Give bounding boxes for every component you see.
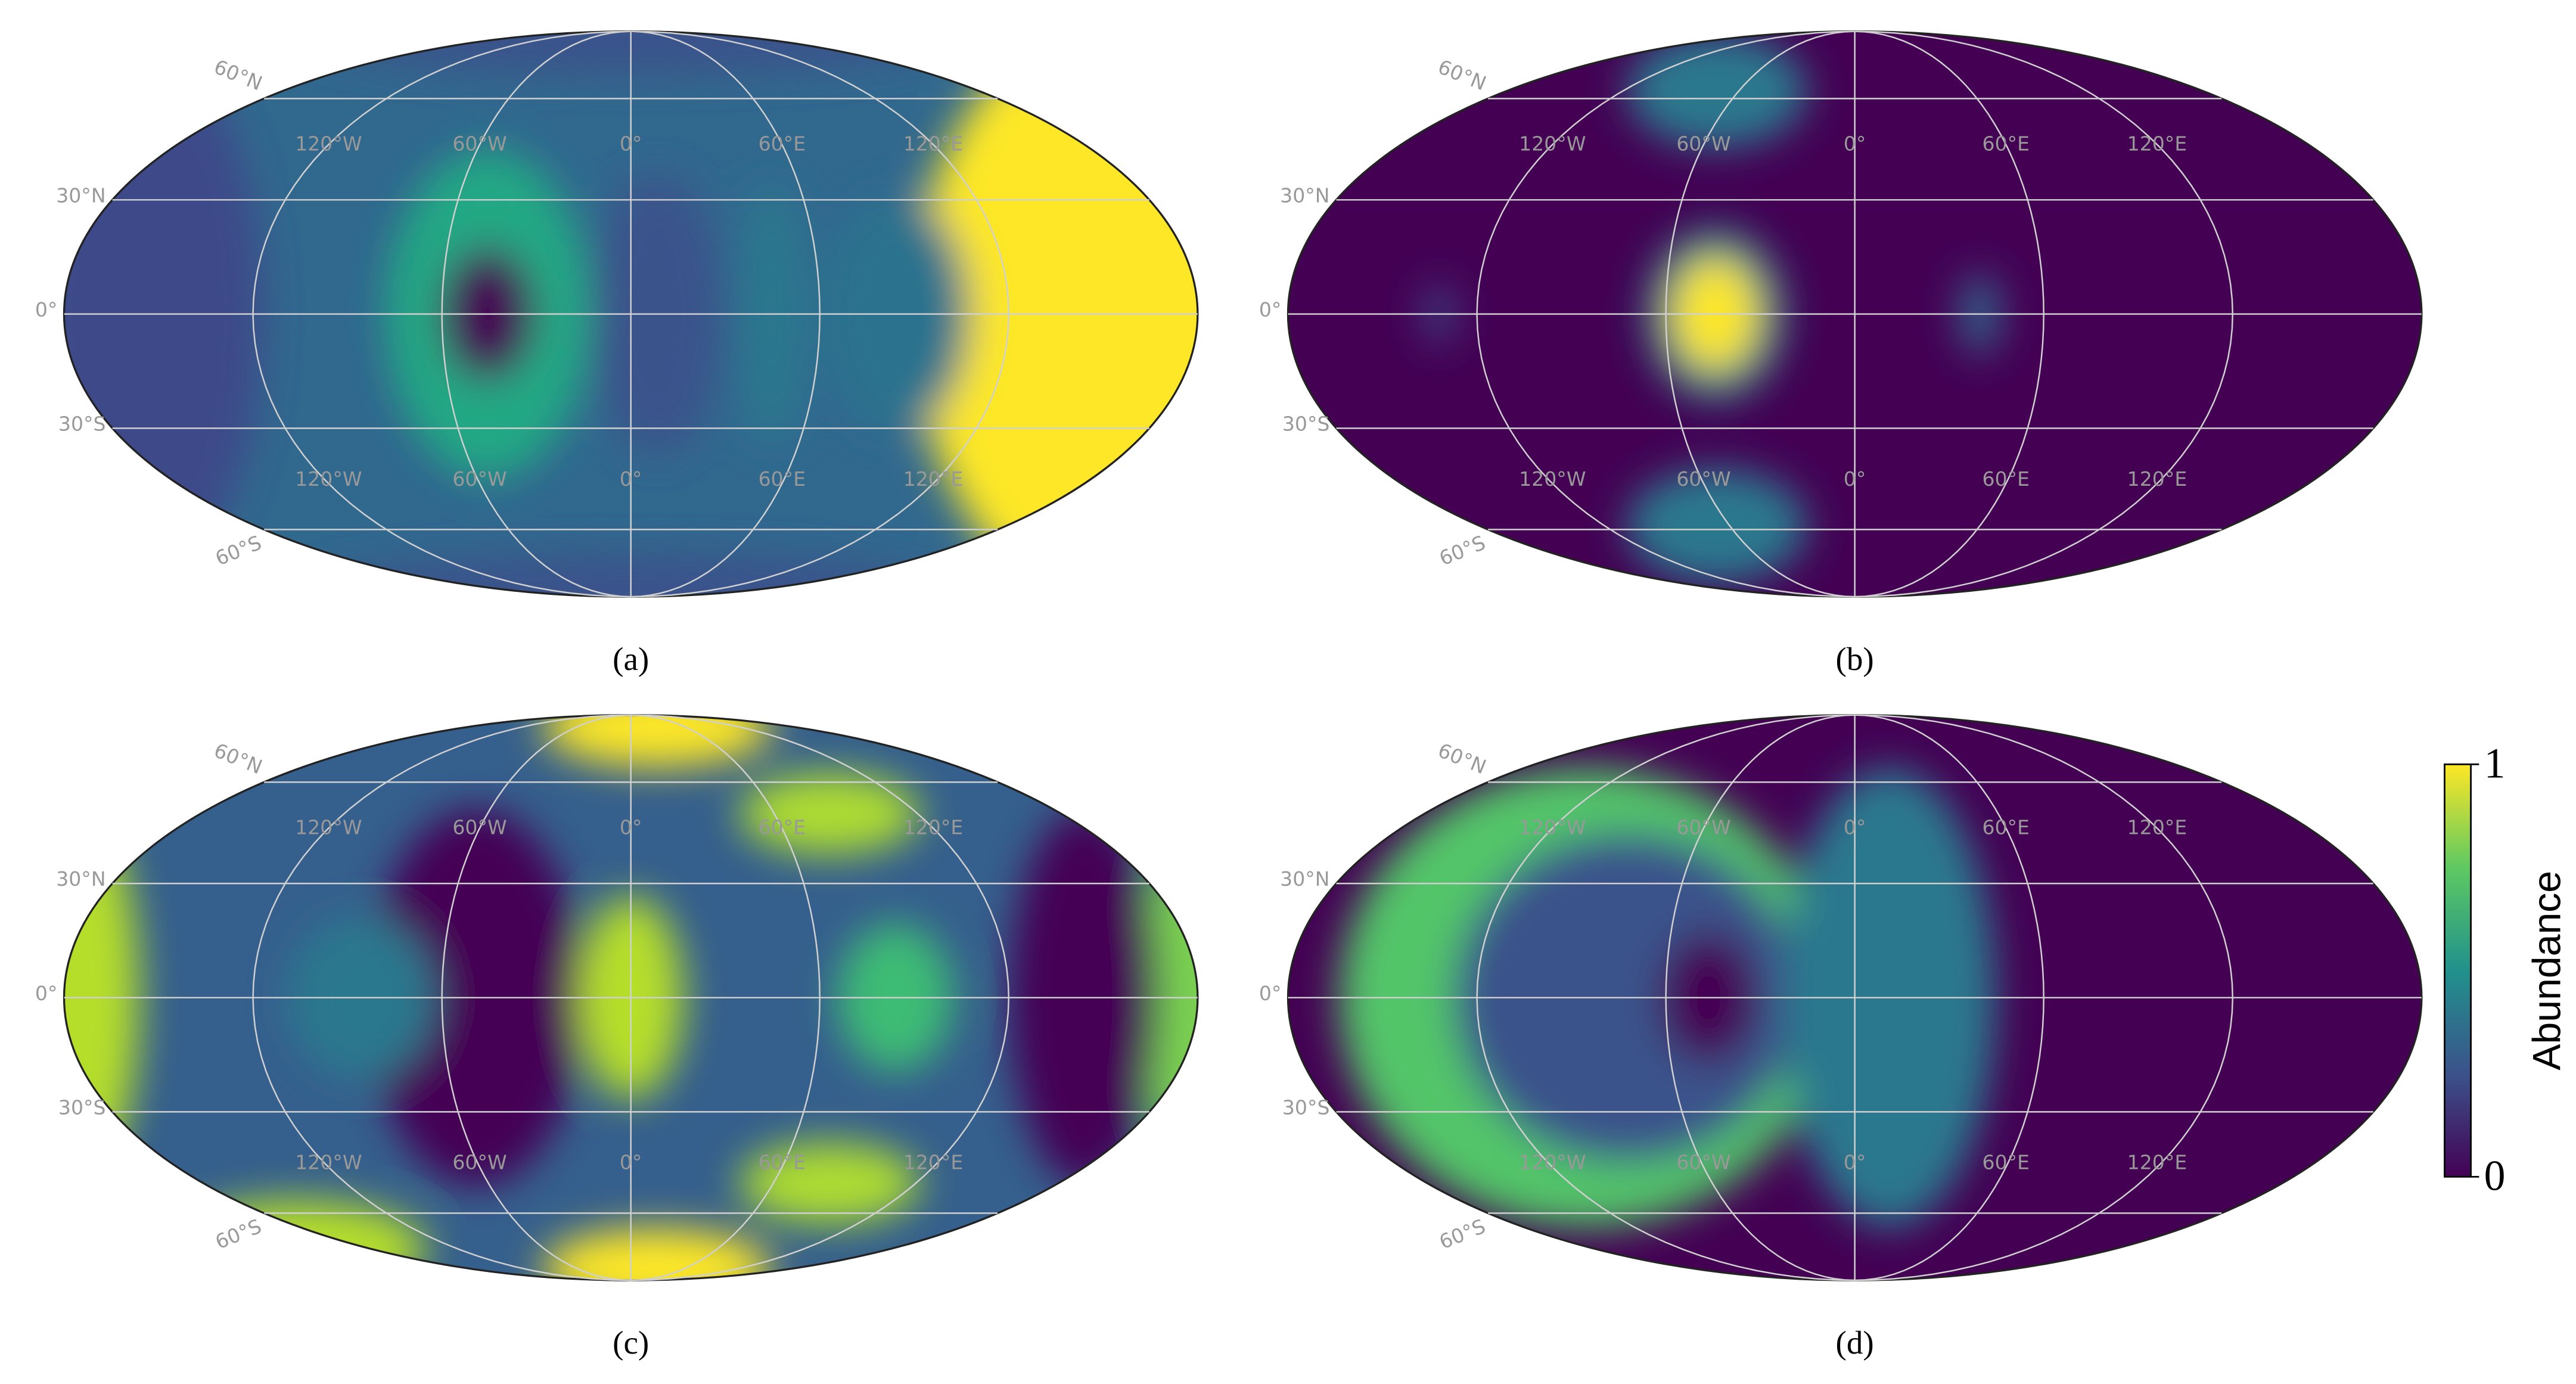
lon-label: 60°W [452,815,507,839]
grid-line [1854,30,2234,598]
lat-label: 30°S [1282,1096,1330,1119]
grid-line [630,30,821,598]
lon-label: 60°E [759,132,806,155]
lon-label: 60°E [759,467,806,491]
lon-label: 0° [620,1151,642,1174]
lon-label: 120°W [1519,467,1586,491]
grid-line [1854,30,2044,598]
lon-label: 120°W [295,132,362,155]
grid-line [1854,714,2234,1281]
lat-label: 60°S [212,531,265,570]
lon-label: 120°W [1519,815,1586,839]
lon-label: 0° [620,132,642,155]
lon-label: 120°W [1519,1151,1586,1174]
lat-label: 0° [1259,298,1282,321]
colorbar-tick-label: 1 [2484,739,2506,787]
field-b [1288,31,2422,597]
grid-line [630,30,1010,598]
lat-label: 30°N [1280,867,1329,890]
colorbar-label: Abundance [2525,871,2569,1070]
lon-label: 60°W [1676,1151,1730,1174]
lat-label: 0° [35,982,58,1005]
panel-label: (d) [1836,1324,1874,1361]
colorbar [2444,763,2472,1178]
lat-label: 60°S [1436,531,1489,570]
grid-line [441,714,631,1281]
lon-label: 0° [1844,132,1866,155]
grid-line [1476,30,1855,598]
lon-label: 60°E [1983,132,2030,155]
lon-label: 120°E [2127,132,2187,155]
lon-label: 120°E [903,1151,964,1174]
lon-label: 0° [1844,815,1866,839]
lat-label: 60°N [211,738,266,778]
lat-label: 0° [35,298,58,321]
grid-line [1854,714,2044,1281]
lat-label: 30°N [1280,184,1329,207]
grid-line [441,30,631,598]
lon-label: 60°E [759,815,806,839]
lon-label: 60°W [1676,467,1730,491]
lon-label: 60°W [452,467,507,491]
lon-label: 0° [620,467,642,491]
lon-label: 0° [1844,467,1866,491]
panel-label: (c) [613,1324,649,1361]
lon-label: 120°E [903,815,964,839]
lon-label: 120°E [903,467,964,491]
lon-label: 0° [1844,1151,1866,1174]
lon-label: 120°W [295,815,362,839]
panel-label: (b) [1836,641,1874,677]
grid-line [630,714,1010,1281]
lat-label: 60°S [1436,1214,1489,1253]
lat-label: 60°N [211,55,266,95]
grid-line [1665,30,1855,598]
lat-label: 30°S [1282,412,1330,435]
lon-label: 0° [620,815,642,839]
lon-label: 60°E [1983,467,2030,491]
lat-label: 0° [1259,982,1282,1005]
lat-label: 30°S [58,412,106,435]
field-d [1288,715,2422,1281]
lon-label: 60°W [1676,132,1730,155]
lon-label: 120°W [295,1151,362,1174]
lon-label: 60°W [1676,815,1730,839]
lon-label: 60°E [1983,815,2030,839]
lon-label: 120°E [903,132,964,155]
lat-label: 60°N [1435,55,1490,95]
lon-label: 60°W [452,132,507,155]
lat-label: 30°N [56,867,105,890]
grid-line [252,714,631,1281]
grid-line [1665,714,1855,1281]
panel-label: (a) [613,641,649,677]
lon-label: 120°E [2127,1151,2187,1174]
lon-label: 120°W [295,467,362,491]
lat-label: 60°S [212,1214,265,1253]
grid-line [630,714,821,1281]
colorbar-tick-label: 0 [2484,1152,2506,1199]
grid-line [1476,714,1855,1281]
grid-line [252,30,631,598]
lon-label: 120°E [2127,467,2187,491]
lon-label: 60°W [452,1151,507,1174]
lat-label: 60°N [1435,738,1490,778]
lon-label: 120°W [1519,132,1586,155]
lat-label: 30°N [56,184,105,207]
lon-label: 60°E [1983,1151,2030,1174]
lon-label: 60°E [759,1151,806,1174]
lon-label: 120°E [2127,815,2187,839]
lat-label: 30°S [58,1096,106,1119]
